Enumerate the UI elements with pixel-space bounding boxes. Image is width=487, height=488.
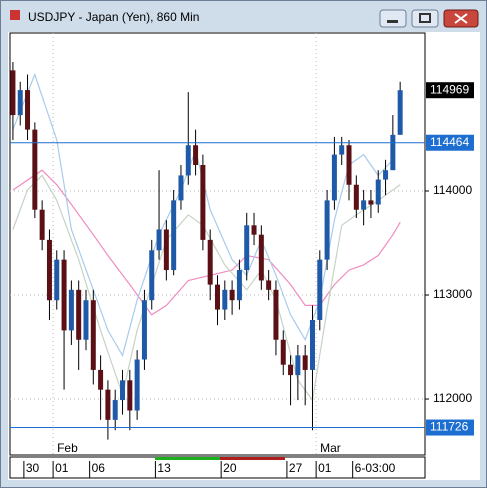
x-tick-label: 30 <box>26 461 40 475</box>
candle-body <box>266 280 272 290</box>
window-icon <box>10 10 20 20</box>
candle-body <box>32 129 38 210</box>
candle-body <box>17 90 23 116</box>
candle-body <box>68 289 74 331</box>
candle-body <box>324 200 330 260</box>
candle-body <box>375 179 381 205</box>
y-tick-label: 114000 <box>433 183 472 197</box>
candle-body <box>244 225 250 271</box>
candle-body <box>295 355 301 376</box>
x-tick-label: 13 <box>157 461 171 475</box>
candle-body <box>39 209 45 240</box>
session-bar <box>155 457 220 460</box>
y-tick-label: 112000 <box>433 391 472 405</box>
candle-body <box>229 289 235 301</box>
candle-body <box>120 380 126 401</box>
candle-body <box>141 300 147 360</box>
candle-body <box>383 170 389 180</box>
minimize-button[interactable] <box>379 9 407 28</box>
candle-body <box>309 319 315 370</box>
candle-body <box>273 289 279 340</box>
candle-body <box>105 389 111 420</box>
candle-body <box>251 225 257 235</box>
candle-body <box>361 200 367 210</box>
candle-body <box>112 400 118 420</box>
candle-body <box>397 90 403 135</box>
last-price-box <box>426 82 474 99</box>
candle-body <box>76 289 82 340</box>
candle-body <box>288 364 294 376</box>
x-tick-label: 06 <box>92 461 106 475</box>
candle-body <box>280 339 286 365</box>
x-tick-label: 27 <box>289 461 303 475</box>
y-tick-label: 113000 <box>433 287 472 301</box>
restore-button[interactable] <box>411 9 439 28</box>
level-box <box>426 134 474 151</box>
plot-area <box>9 32 426 456</box>
restore-icon <box>419 13 431 23</box>
candle-body <box>178 175 184 201</box>
candle-body <box>163 229 169 271</box>
candle-body <box>61 259 67 331</box>
candle-body <box>98 369 104 390</box>
candle-body <box>25 90 31 130</box>
candle-body <box>46 239 52 301</box>
candle-body <box>368 200 374 205</box>
candle-body <box>346 145 352 185</box>
window-title: USDJPY - Japan (Yen), 860 Min <box>28 10 199 24</box>
candle-body <box>127 380 133 411</box>
x-tick-label: 01 <box>55 461 69 475</box>
candle-body <box>171 200 177 271</box>
candle-body <box>149 250 155 301</box>
level-label: 114464 <box>430 135 469 149</box>
candle-body <box>258 234 264 281</box>
candle-body <box>90 300 96 370</box>
x-tick-label: 20 <box>223 461 237 475</box>
candle-body <box>236 270 242 301</box>
close-icon <box>454 13 468 24</box>
candle-body <box>207 239 213 285</box>
indicator-line <box>12 72 394 357</box>
x-tick-label: 01 <box>318 461 332 475</box>
candle-body <box>222 289 228 310</box>
candle-body <box>302 355 308 370</box>
indicator-line <box>12 174 401 402</box>
candle-body <box>156 229 162 251</box>
candle-body <box>134 359 140 411</box>
minimize-icon <box>387 20 398 23</box>
last-price-label: 114969 <box>430 82 469 96</box>
candle-body <box>339 145 345 155</box>
candle-body <box>390 134 396 171</box>
candle-body <box>353 184 359 210</box>
x-tick-label: 6-03:00 <box>355 461 396 475</box>
candle-body <box>185 145 191 176</box>
level-label: 111726 <box>430 420 469 434</box>
month-label: Feb <box>57 441 78 455</box>
month-label: Mar <box>320 441 341 455</box>
candle-body <box>83 300 89 340</box>
candle-body <box>54 259 60 301</box>
level-box <box>426 419 474 436</box>
indicator-line <box>12 169 401 316</box>
candle-body <box>331 154 337 201</box>
session-bar <box>220 457 285 460</box>
candle-body <box>193 145 199 165</box>
candle-body <box>10 70 16 116</box>
candle-body <box>200 164 206 240</box>
candle-body <box>215 284 220 310</box>
candle-body <box>317 259 323 320</box>
